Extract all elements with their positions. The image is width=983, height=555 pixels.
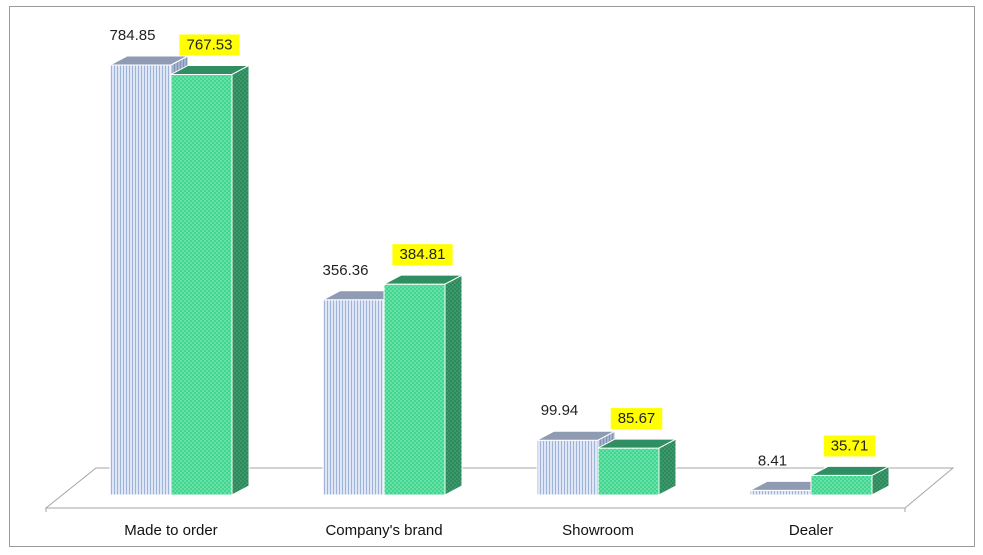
data-label-2-0: 767.53 (179, 34, 240, 56)
data-label-highlight (823, 435, 876, 457)
floor (44, 467, 955, 512)
data-label-text: 784.85 (110, 27, 156, 44)
data-label-2-3: 35.71 (823, 435, 876, 457)
bar-front (322, 299, 385, 496)
data-label-2-2: 85.67 (610, 408, 663, 430)
bar-front (749, 489, 812, 496)
bar-2-0 (170, 64, 250, 496)
data-label-1-3: 8.41 (758, 452, 787, 469)
bar-2-2 (597, 438, 677, 496)
data-label-1-2: 99.94 (541, 402, 579, 419)
category-label: Made to order (124, 522, 217, 539)
bar-front (109, 64, 172, 496)
data-label-text: 767.53 (187, 36, 233, 53)
category-label: Showroom (562, 522, 634, 539)
category-label: Company's brand (325, 522, 442, 539)
data-label-highlight (179, 34, 240, 56)
category-label: Dealer (789, 522, 833, 539)
category-axis-labels: Made to order Company's brand Showroom Deal… (124, 522, 833, 539)
data-label-highlight (610, 408, 663, 430)
bar-front (536, 439, 599, 496)
bar-side (658, 438, 677, 496)
data-label-text: 85.67 (618, 410, 656, 427)
bar-side (444, 274, 463, 496)
bar-front (810, 474, 873, 496)
bar-front (170, 73, 233, 496)
data-label-text: 384.81 (400, 246, 446, 263)
bar-side (871, 465, 890, 496)
bar-front (597, 447, 660, 496)
data-label-1-0: 784.85 (110, 27, 156, 44)
data-label-text: 35.71 (831, 437, 869, 454)
data-label-text: 356.36 (323, 262, 369, 279)
data-labels: 784.85 767.53 356.36 384.81 99.94 85.67 8.41 35… (110, 27, 876, 469)
data-label-2-1: 384.81 (392, 244, 453, 266)
bars (109, 55, 890, 496)
bar-front (383, 283, 446, 496)
data-label-text: 99.94 (541, 402, 579, 419)
data-label-highlight (392, 244, 453, 266)
bar-2-1 (383, 274, 463, 496)
bar-2-3 (810, 465, 890, 496)
bar-side (231, 64, 250, 496)
data-label-text: 8.41 (758, 452, 787, 469)
data-label-1-1: 356.36 (323, 262, 369, 279)
